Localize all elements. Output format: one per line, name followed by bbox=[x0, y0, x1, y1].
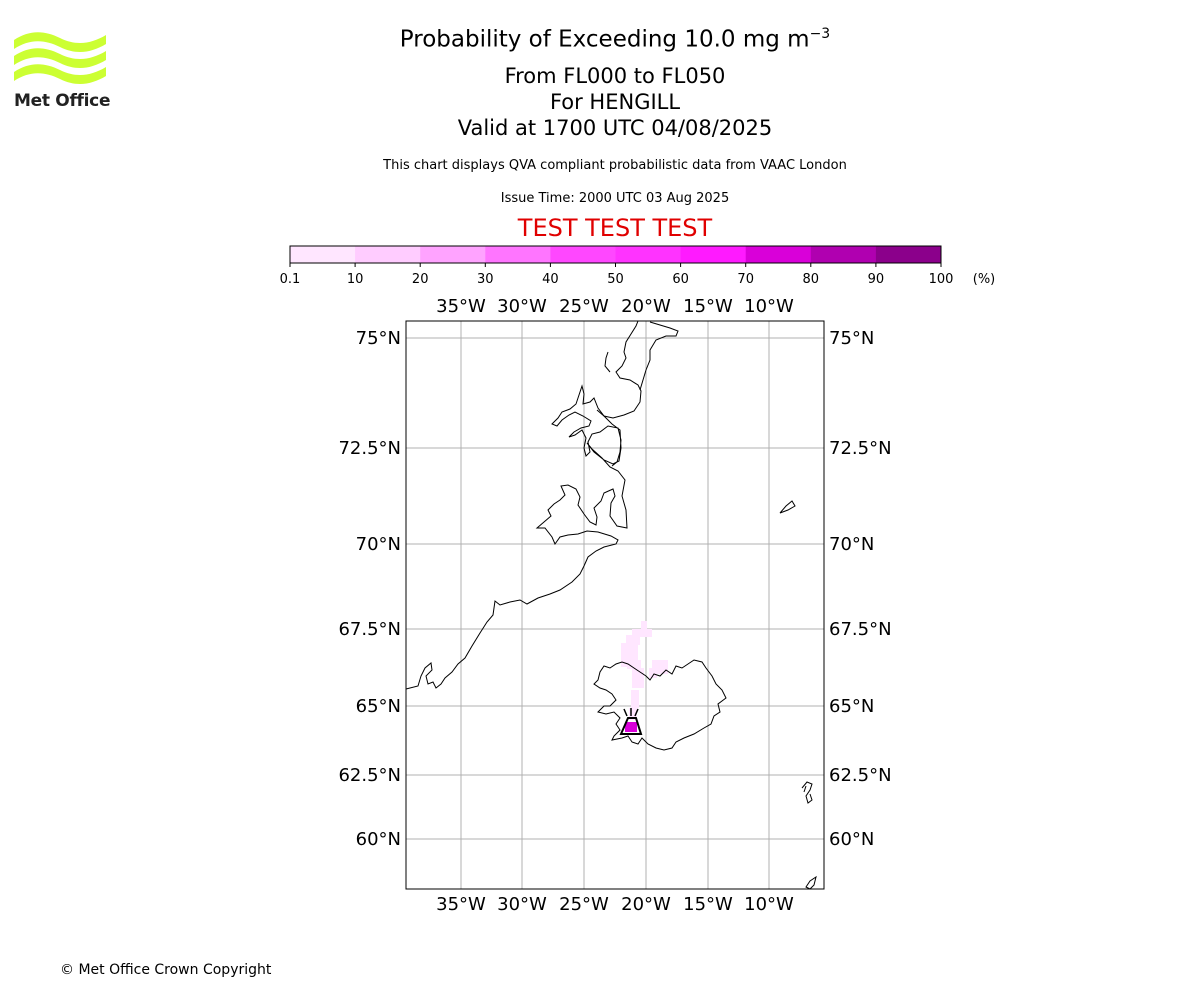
colorbar-tick-label: 10 bbox=[347, 272, 364, 287]
longitude-label: 10°W bbox=[744, 894, 794, 915]
chart-title: Probability of Exceeding 10.0 mg m−3 bbox=[0, 26, 1200, 53]
longitude-label: 25°W bbox=[559, 894, 609, 915]
latitude-label: 75°N bbox=[829, 328, 874, 349]
latitude-label: 60°N bbox=[829, 829, 874, 850]
longitude-label: 35°W bbox=[436, 894, 486, 915]
longitude-label: 20°W bbox=[621, 894, 671, 915]
colorbar-tick-label: 60 bbox=[672, 272, 689, 287]
volcano-icon bbox=[619, 708, 643, 735]
latitude-label: 65°N bbox=[829, 696, 874, 717]
latitude-label: 62.5°N bbox=[829, 765, 892, 786]
latitude-label: 67.5°N bbox=[338, 619, 401, 640]
latitude-label: 60°N bbox=[356, 829, 401, 850]
colorbar-segment bbox=[680, 246, 747, 263]
colorbar-tick-label: 0.1 bbox=[280, 272, 301, 287]
flight-level-range: From FL000 to FL050 bbox=[504, 64, 726, 88]
colorbar-segment bbox=[290, 246, 356, 263]
colorbar-segment bbox=[810, 246, 877, 263]
longitude-label: 30°W bbox=[497, 894, 547, 915]
latitude-label: 70°N bbox=[829, 534, 874, 555]
colorbar-tick-label: 30 bbox=[477, 272, 494, 287]
gridlines bbox=[406, 321, 824, 889]
colorbar-segment bbox=[615, 246, 682, 263]
latitude-label: 62.5°N bbox=[338, 765, 401, 786]
colorbar-tick-label: 50 bbox=[607, 272, 624, 287]
latitude-label: 67.5°N bbox=[829, 619, 892, 640]
colorbar-segment bbox=[485, 246, 551, 263]
longitude-label: 15°W bbox=[683, 296, 733, 317]
colorbar-segment bbox=[875, 246, 942, 263]
chart-subtitle: This chart displays QVA compliant probab… bbox=[383, 158, 847, 173]
latitude-label: 65°N bbox=[356, 696, 401, 717]
copyright-notice: © Met Office Crown Copyright bbox=[60, 962, 272, 978]
latitude-label: 72.5°N bbox=[829, 438, 892, 459]
colorbar-segment bbox=[355, 246, 421, 263]
probability-plume bbox=[621, 621, 668, 720]
colorbar-tick-label: 70 bbox=[737, 272, 754, 287]
latitude-label: 72.5°N bbox=[338, 438, 401, 459]
latitude-label: 70°N bbox=[356, 534, 401, 555]
longitude-label: 10°W bbox=[744, 296, 794, 317]
valid-time: Valid at 1700 UTC 04/08/2025 bbox=[457, 116, 773, 140]
colorbar-segment bbox=[550, 246, 616, 263]
longitude-label: 15°W bbox=[683, 894, 733, 915]
colorbar-tick-label: 80 bbox=[803, 272, 820, 287]
title-unit-exponent: −3 bbox=[809, 26, 831, 42]
issue-time: Issue Time: 2000 UTC 03 Aug 2025 bbox=[500, 191, 730, 206]
volcano-name: For HENGILL bbox=[549, 90, 681, 114]
coastlines bbox=[405, 320, 817, 890]
longitude-label: 35°W bbox=[436, 296, 486, 317]
colorbar-tick-label: 40 bbox=[542, 272, 559, 287]
colorbar-tick-label: 90 bbox=[868, 272, 885, 287]
map-frame bbox=[405, 320, 825, 890]
colorbar-segment bbox=[745, 246, 812, 263]
longitude-label: 25°W bbox=[559, 296, 609, 317]
test-banner: TEST TEST TEST bbox=[517, 214, 713, 242]
colorbar: 0.1 10 20 30 40 50 60 70 80 90 100 (%) bbox=[280, 245, 996, 287]
logo-text: Met Office bbox=[14, 91, 111, 111]
longitude-label: 30°W bbox=[497, 296, 547, 317]
longitude-label: 20°W bbox=[621, 296, 671, 317]
colorbar-tick-label: 20 bbox=[412, 272, 429, 287]
colorbar-segment bbox=[420, 246, 486, 263]
colorbar-unit: (%) bbox=[973, 272, 996, 287]
latitude-label: 75°N bbox=[356, 328, 401, 349]
met-office-logo bbox=[14, 32, 106, 85]
colorbar-tick-label: 100 bbox=[929, 272, 954, 287]
title-main: Probability of Exceeding 10.0 mg m bbox=[399, 26, 810, 53]
